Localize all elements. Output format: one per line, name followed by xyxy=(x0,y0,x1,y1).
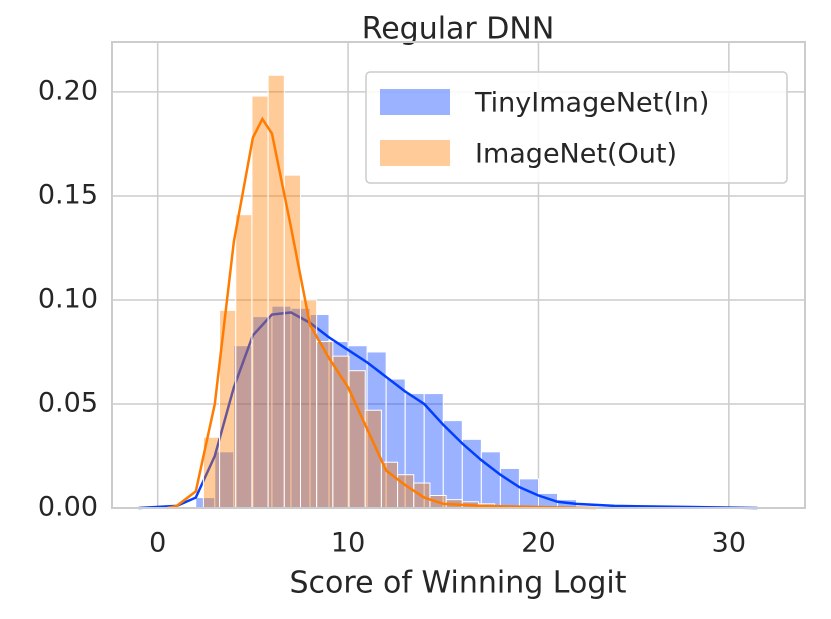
x-tick-label: 30 xyxy=(712,528,746,559)
histogram-bar xyxy=(480,451,501,509)
kde-line xyxy=(138,311,758,510)
plot-frame xyxy=(111,41,806,509)
legend-label: TinyImageNet(In) xyxy=(474,88,709,119)
y-tick-label: 0.00 xyxy=(38,492,98,523)
histogram-bar xyxy=(316,341,334,509)
histogram-bar xyxy=(461,438,482,509)
histogram-bar xyxy=(380,461,399,509)
histogram-bar xyxy=(499,467,520,509)
y-tick-label: 0.05 xyxy=(38,387,98,418)
histogram-bar xyxy=(364,409,382,509)
y-tick-label: 0.20 xyxy=(38,75,98,106)
histogram-bar xyxy=(251,95,269,509)
legend-label: ImageNet(Out) xyxy=(475,139,677,170)
x-tick-label: 0 xyxy=(149,528,166,559)
histogram-bar xyxy=(235,214,253,509)
x-tick-label: 10 xyxy=(331,528,365,559)
legend-box xyxy=(365,71,788,184)
x-tick-label: 20 xyxy=(521,528,555,559)
x-axis-label: Score of Winning Logit xyxy=(290,566,627,601)
kde-line xyxy=(166,116,596,510)
y-tick-label: 0.10 xyxy=(38,283,98,314)
chart-title: Regular DNN xyxy=(362,12,555,47)
histogram-bar xyxy=(332,355,350,509)
y-tick-label: 0.15 xyxy=(38,179,98,210)
legend-swatch xyxy=(380,89,450,115)
histogram-bar xyxy=(267,74,285,509)
histogram-bar xyxy=(348,370,366,509)
legend-swatch xyxy=(380,140,450,166)
histogram-bar xyxy=(283,174,301,509)
